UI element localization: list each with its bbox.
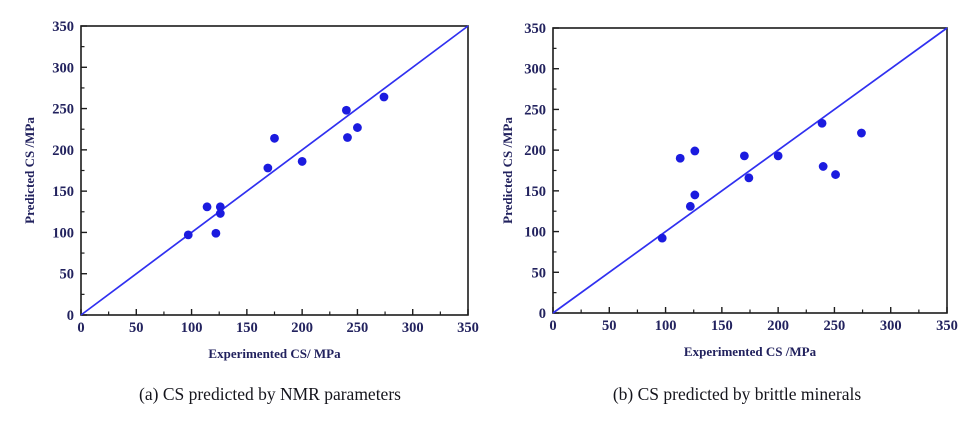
data-point xyxy=(817,118,827,128)
data-point xyxy=(744,173,754,183)
y-tick-label: 50 xyxy=(532,265,547,281)
data-point xyxy=(270,133,279,143)
data-point xyxy=(211,228,221,238)
x-tick-label: 300 xyxy=(402,320,424,336)
x-tick-label: 150 xyxy=(236,320,258,336)
y-tick-label: 350 xyxy=(524,21,546,37)
data-point xyxy=(657,233,667,243)
data-point xyxy=(685,201,695,211)
x-tick-label: 250 xyxy=(824,318,846,334)
data-point xyxy=(857,128,866,138)
x-tick-label: 100 xyxy=(181,320,203,336)
x-tick-label: 350 xyxy=(936,318,958,334)
chart-a: 0 0 50 50 100 100 150 150 200 200 250 250 300 300 350 3… xyxy=(0,0,485,430)
chart-a-plot: 00 50 50 100 100 150 150 200 200 250 250 300 300 350 3… xyxy=(22,19,479,361)
x-tick-label: 250 xyxy=(347,320,369,336)
data-point xyxy=(818,162,828,171)
data-point xyxy=(675,153,685,163)
data-point xyxy=(773,151,783,161)
y-tick-label: 350 xyxy=(52,19,74,35)
y-tick-label: 100 xyxy=(52,225,74,241)
y-tick-label: 150 xyxy=(524,184,546,200)
x-tick-label: 50 xyxy=(129,320,144,336)
data-point xyxy=(215,202,225,212)
data-point xyxy=(202,202,212,212)
data-point xyxy=(739,151,749,161)
data-point xyxy=(215,209,225,218)
y-axis-label: Predicted CS /MPa xyxy=(22,117,37,224)
data-point xyxy=(690,190,700,200)
y-tick-label: 250 xyxy=(52,102,74,118)
y-tick-label: 250 xyxy=(524,102,546,118)
x-tick-label: 200 xyxy=(291,320,313,336)
y-tick-label: 150 xyxy=(52,184,74,200)
x-tick-label: 350 xyxy=(457,320,479,336)
x-tick-label: 0 xyxy=(77,320,84,336)
chart-b-plot: 00 50 50 100 100 150 150 200 200 250 250 300 300 350 3… xyxy=(500,21,958,359)
chart-b: 0 0 50 50 100 100 150 150 200 200 250 250 300 300 350 3… xyxy=(486,0,971,430)
y-tick-label: 300 xyxy=(524,62,546,78)
x-tick-label: 200 xyxy=(767,318,789,334)
x-axis-label: Experimented CS /MPa xyxy=(684,344,817,359)
identity-line xyxy=(552,27,948,314)
y-tick-label: 0 xyxy=(539,306,546,322)
y-tick-label: 50 xyxy=(60,267,75,283)
data-point xyxy=(297,157,307,166)
data-point xyxy=(353,123,362,132)
x-tick-label: 100 xyxy=(655,318,677,334)
chart-a-caption: (a) CS predicted by NMR parameters xyxy=(139,384,401,404)
data-point xyxy=(183,230,193,240)
x-tick-label: 0 xyxy=(549,318,556,334)
y-tick-label: 300 xyxy=(52,60,74,76)
chart-b-caption: (b) CS predicted by brittle minerals xyxy=(612,384,862,404)
data-point xyxy=(341,105,351,115)
data-point xyxy=(690,146,700,156)
x-tick-label: 150 xyxy=(711,318,733,334)
y-tick-label: 200 xyxy=(524,143,546,159)
y-tick-label: 100 xyxy=(524,225,546,241)
data-point xyxy=(379,92,389,102)
y-axis-label: Predicted CS /MPa xyxy=(500,117,515,224)
x-tick-label: 50 xyxy=(602,318,617,334)
identity-line xyxy=(80,25,469,316)
y-tick-label: 200 xyxy=(52,143,74,159)
data-point xyxy=(263,163,273,173)
data-point xyxy=(831,170,840,179)
data-point xyxy=(343,133,352,142)
x-axis-label: Experimented CS/ MPa xyxy=(208,346,341,361)
x-tick-label: 300 xyxy=(880,318,902,334)
y-tick-label: 0 xyxy=(67,308,74,324)
